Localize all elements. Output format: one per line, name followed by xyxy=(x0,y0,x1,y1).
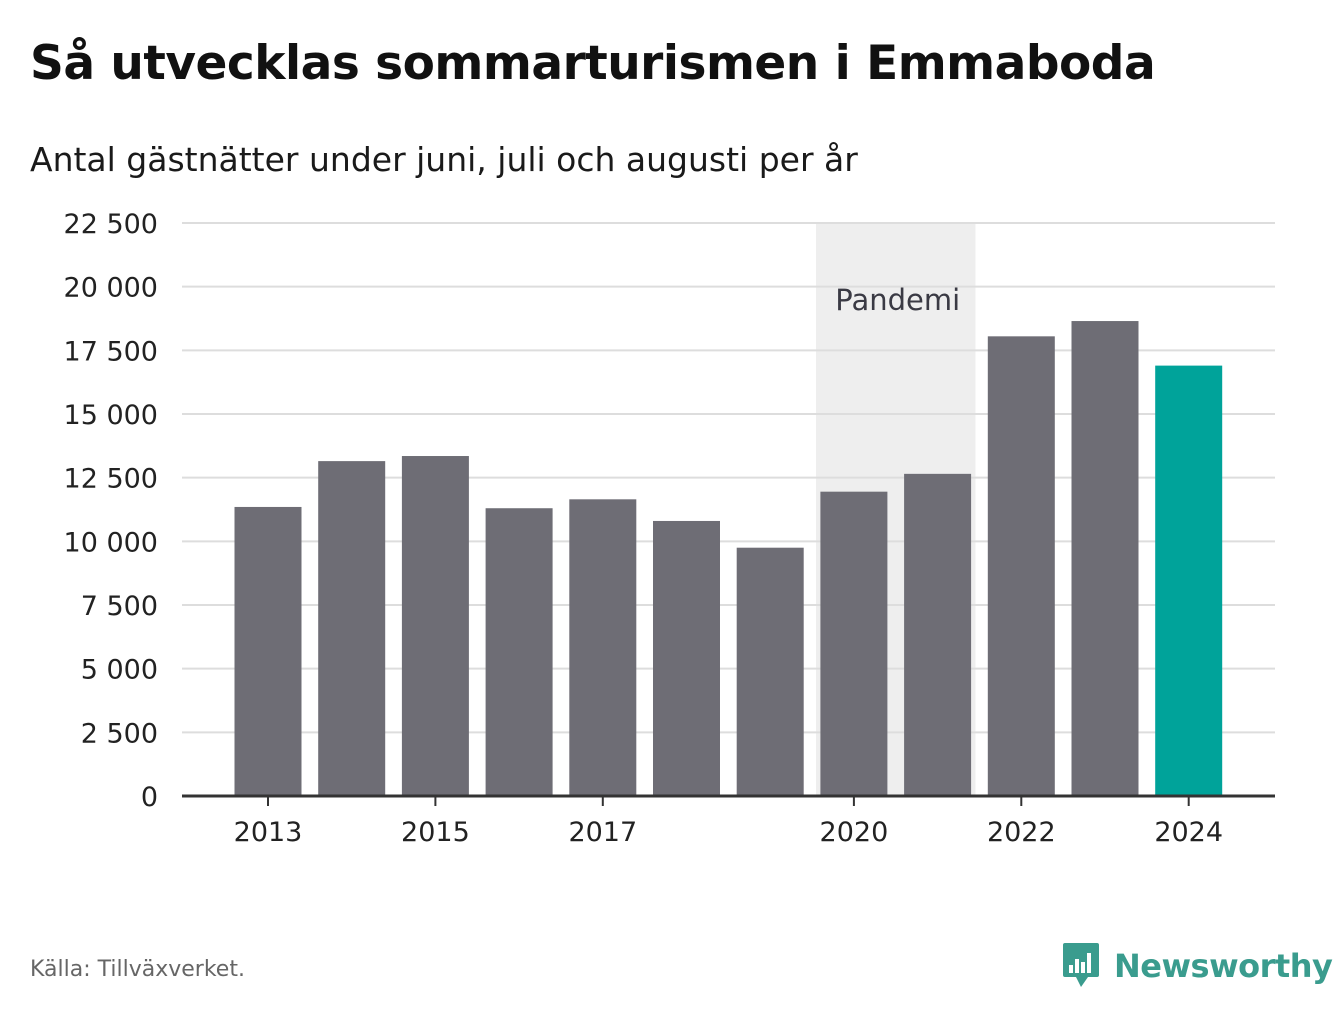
y-tick-label: 7 500 xyxy=(81,591,158,622)
chart-title: Så utvecklas sommarturismen i Emmaboda xyxy=(30,36,1156,91)
bar-2014 xyxy=(318,461,386,796)
bar-2024 xyxy=(1155,365,1223,796)
bar-2013 xyxy=(234,506,302,796)
bar-2018 xyxy=(653,520,720,796)
y-tick-label: 15 000 xyxy=(64,400,158,431)
brand: Newsworthy xyxy=(1062,940,1333,992)
bar-2022 xyxy=(987,336,1055,796)
y-tick-label: 12 500 xyxy=(64,464,158,495)
y-tick-label: 20 000 xyxy=(64,273,158,304)
bar-2021 xyxy=(904,473,972,796)
chart-subtitle: Antal gästnätter under juni, juli och au… xyxy=(30,140,858,179)
y-tick-label: 2 500 xyxy=(81,718,158,749)
y-tick-label: 0 xyxy=(141,782,158,813)
y-tick-label: 17 500 xyxy=(64,336,158,367)
bar-2023 xyxy=(1071,321,1139,796)
x-tick-label: 2022 xyxy=(987,817,1056,848)
y-tick-label: 22 500 xyxy=(64,209,158,240)
bar-2015 xyxy=(401,456,469,796)
bar-2019 xyxy=(736,547,804,796)
pandemic-label: Pandemi xyxy=(835,283,960,317)
x-tick-label: 2015 xyxy=(401,817,470,848)
x-tick-label: 2020 xyxy=(820,817,889,848)
x-tick-label: 2024 xyxy=(1154,817,1223,848)
y-tick-label: 10 000 xyxy=(64,527,158,558)
newsworthy-logo-icon xyxy=(1063,943,1099,987)
x-tick-label: 2017 xyxy=(568,817,637,848)
bar-2020 xyxy=(820,491,888,796)
source-note: Källa: Tillväxverket. xyxy=(30,957,245,982)
bar-2016 xyxy=(485,508,553,796)
bar-2017 xyxy=(569,499,637,796)
y-tick-label: 5 000 xyxy=(81,655,158,686)
x-tick-label: 2013 xyxy=(234,817,303,848)
brand-name: Newsworthy xyxy=(1114,947,1333,985)
